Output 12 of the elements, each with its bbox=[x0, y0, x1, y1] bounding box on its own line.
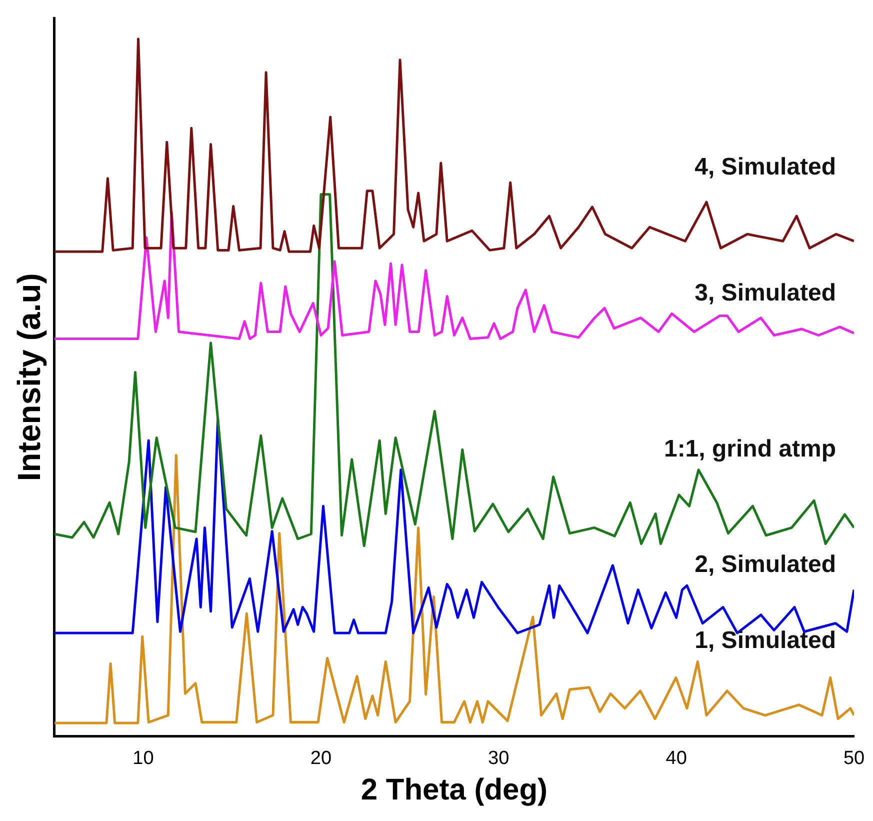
series-label: 1:1, grind atmp bbox=[664, 435, 836, 462]
series-label: 4, Simulated bbox=[694, 154, 836, 181]
x-tick-label: 40 bbox=[666, 748, 687, 769]
x-axis-title: 2 Theta (deg) bbox=[360, 773, 548, 806]
x-tick-label: 20 bbox=[310, 748, 332, 769]
series-label: 3, Simulated bbox=[694, 279, 836, 306]
series-label: 1, Simulated bbox=[694, 627, 836, 654]
x-tick-label: 30 bbox=[488, 748, 510, 769]
x-tick-label: 50 bbox=[843, 748, 865, 769]
y-axis-title: Intensity (a.u) bbox=[11, 273, 48, 482]
series-label: 2, Simulated bbox=[694, 551, 836, 578]
x-tick-label: 10 bbox=[132, 748, 154, 769]
